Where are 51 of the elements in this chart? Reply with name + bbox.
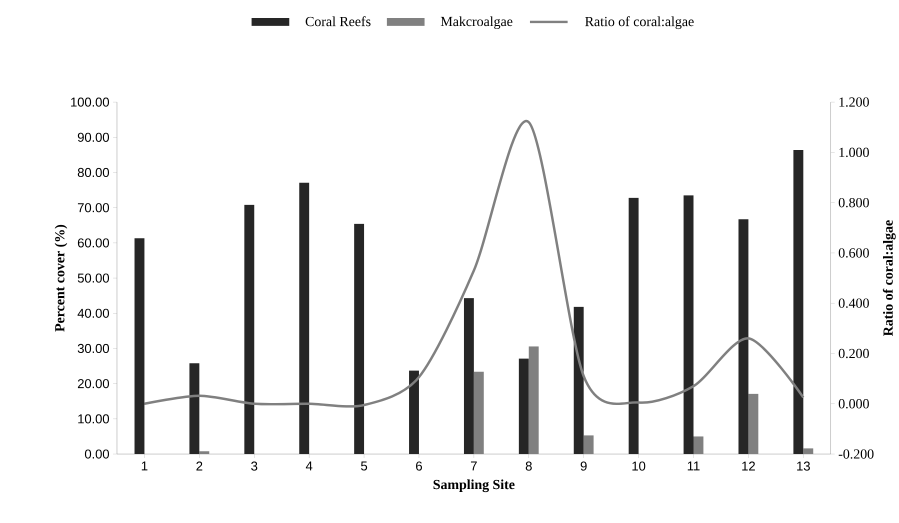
bar bbox=[464, 298, 474, 454]
bar bbox=[628, 198, 639, 454]
bar bbox=[793, 150, 804, 454]
x-tick-label: 5 bbox=[360, 461, 368, 470]
x-tick-label: 7 bbox=[470, 461, 477, 470]
y-tick-label: 50.00 bbox=[78, 273, 110, 282]
y-tick-label: 60.00 bbox=[78, 238, 110, 248]
x-tick-label: 3 bbox=[251, 461, 258, 470]
y-tick-label: 70.00 bbox=[78, 202, 110, 212]
y2-axis-title: Ratio of coral:algae bbox=[882, 220, 896, 336]
x-tick-label: 1 bbox=[142, 461, 148, 470]
bar bbox=[684, 195, 694, 454]
y-tick-label: 80.00 bbox=[78, 168, 110, 177]
x-tick-label: 10 bbox=[632, 461, 646, 470]
bar bbox=[299, 182, 310, 454]
bar bbox=[244, 204, 254, 454]
bar bbox=[354, 224, 364, 454]
y-tick-label: 20.00 bbox=[78, 378, 110, 388]
line-series bbox=[143, 120, 805, 408]
y2-tick-label: 1.000 bbox=[839, 147, 869, 157]
y-tick-label: 40.00 bbox=[78, 308, 110, 318]
y-tick-label: 10.00 bbox=[78, 414, 110, 424]
bar bbox=[518, 358, 529, 454]
y-tick-label: 0.00 bbox=[84, 449, 110, 458]
y-tick-label: 30.00 bbox=[78, 344, 110, 353]
x-tick-label: 6 bbox=[416, 461, 422, 470]
y-axis-title: Percent cover (%) bbox=[54, 224, 68, 332]
x-tick-label: 4 bbox=[306, 461, 312, 470]
y-tick-label: 100.00 bbox=[71, 97, 110, 106]
bar bbox=[134, 238, 144, 454]
y2-tick-label: 0.400 bbox=[838, 298, 869, 308]
y-tick-label: 90.00 bbox=[78, 132, 110, 142]
legend-label: Coral Reefs bbox=[306, 16, 371, 26]
x-tick-label: 2 bbox=[196, 461, 202, 470]
x-tick-label: 9 bbox=[580, 461, 587, 470]
y2-tick-label: 0.600 bbox=[838, 248, 869, 258]
y2-tick-label: -0.200 bbox=[838, 449, 874, 459]
x-tick-label: 8 bbox=[526, 461, 532, 470]
x-tick-label: 12 bbox=[742, 461, 755, 470]
bar bbox=[409, 370, 419, 454]
bar bbox=[189, 363, 200, 454]
y2-tick-label: 1.200 bbox=[839, 97, 869, 107]
legend-label: Makcroalgae bbox=[440, 16, 512, 29]
bar bbox=[738, 219, 748, 454]
y2-tick-label: 0.000 bbox=[838, 398, 869, 408]
x-tick-label: 13 bbox=[797, 461, 810, 470]
y2-tick-label: 0.200 bbox=[838, 348, 869, 358]
legend-label: Ratio of coral:algae bbox=[585, 16, 694, 29]
x-axis-title: Sampling Site bbox=[434, 479, 515, 492]
y2-tick-label: 0.800 bbox=[838, 198, 869, 208]
x-tick-label: 11 bbox=[688, 461, 700, 470]
